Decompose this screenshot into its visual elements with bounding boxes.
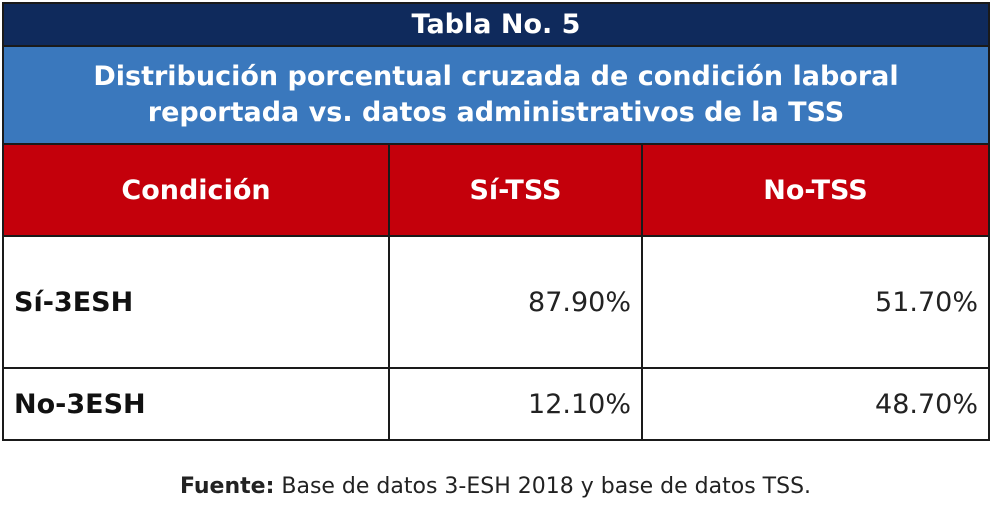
table-subtitle-line-2: reportada vs. datos administrativos de l… (147, 97, 845, 128)
table-subtitle-line-1: Distribución porcentual cruzada de condi… (93, 61, 899, 92)
table-title-row: Tabla No. 5 (2, 2, 990, 47)
source-label: Fuente: (179, 474, 275, 499)
cell-si-3esh-si-tss: 87.90% (388, 235, 643, 369)
data-table-container: Tabla No. 5 Distribución porcentual cruz… (2, 2, 990, 441)
column-header-no-tss: No-TSS (641, 143, 990, 237)
data-table: Tabla No. 5 Distribución porcentual cruz… (2, 2, 990, 441)
cell-si-3esh-no-tss: 51.70% (641, 235, 990, 369)
row-label-no-3esh: No-3ESH (2, 367, 390, 441)
column-header-si-tss: Sí-TSS (388, 143, 643, 237)
cell-no-3esh-si-tss: 12.10% (388, 367, 643, 441)
column-header-condicion: Condición (2, 143, 390, 237)
table-row: Sí-3ESH 87.90% 51.70% (2, 235, 990, 369)
table-subtitle-row: Distribución porcentual cruzada de condi… (2, 45, 990, 145)
table-subtitle: Distribución porcentual cruzada de condi… (2, 45, 990, 145)
row-label-si-3esh: Sí-3ESH (2, 235, 390, 369)
source-note: Fuente: Base de datos 3-ESH 2018 y base … (0, 474, 991, 499)
source-text: Base de datos 3-ESH 2018 y base de datos… (274, 474, 812, 499)
table-row: No-3ESH 12.10% 48.70% (2, 367, 990, 441)
table-header-row: Condición Sí-TSS No-TSS (2, 143, 990, 237)
cell-no-3esh-no-tss: 48.70% (641, 367, 990, 441)
table-title: Tabla No. 5 (2, 2, 990, 47)
